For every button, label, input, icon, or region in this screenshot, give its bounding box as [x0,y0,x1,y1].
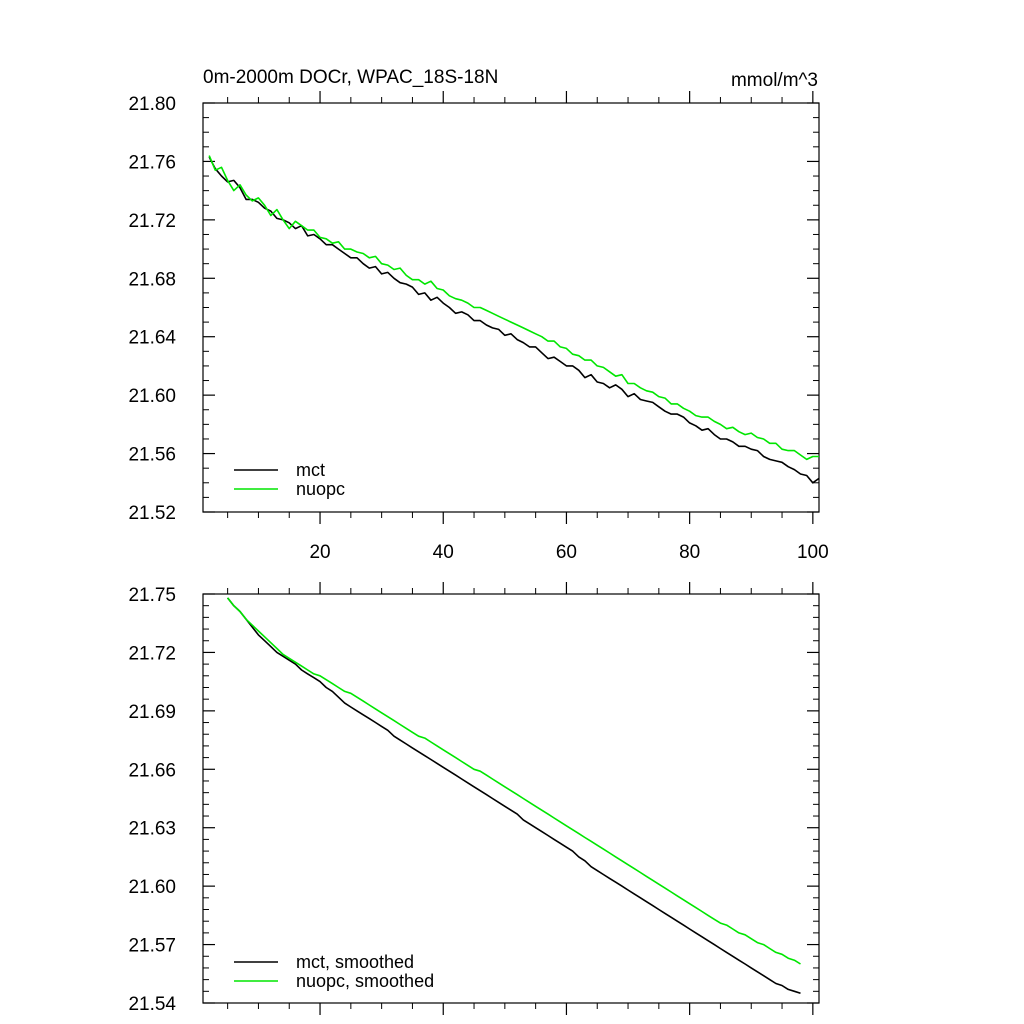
y-tick-label: 21.80 [128,94,176,115]
plot-frame [202,593,820,1004]
y-tick-label: 21.66 [128,760,176,781]
plot-frame [202,102,820,513]
legend-label: nuopc [296,479,345,499]
y-tick-label: 21.75 [128,585,176,606]
y-tick-label: 21.72 [128,211,176,232]
y-tick-label: 21.76 [128,152,176,173]
x-tick-label: 60 [556,542,577,563]
y-tick-label: 21.63 [128,819,176,840]
y-tick-label: 21.60 [128,877,176,898]
series-line-mct-smoothed [226,597,801,995]
y-tick-label: 21.52 [128,503,176,524]
y-tick-label: 21.72 [128,643,176,664]
y-tick-label: 21.60 [128,386,176,407]
y-tick-label: 21.69 [128,702,176,723]
legend-label: mct [296,460,325,480]
chart-title: 0m-2000m DOCr, WPAC_18S-18N [203,67,498,88]
y-tick-label: 21.57 [128,936,176,957]
series-line-mct [208,156,820,484]
bottom-panel: 21.54 21.57 21.60 21.63 21.66 21.69 21.72 21.75… [128,582,820,1015]
top-panel: 20 40 60 80 100 21.52 21.56 21.60 21.64 21.68 21.7… [128,91,829,563]
y-tick-label: 21.54 [128,994,176,1015]
units-label: mmol/m^3 [731,70,818,91]
x-tick-label: 100 [797,542,829,563]
y-tick-label: 21.68 [128,269,176,290]
y-tick-label: 21.56 [128,445,176,466]
legend-label: mct, smoothed [296,952,414,972]
series-line-nuopc [208,155,819,461]
x-tick-label: 80 [679,542,700,563]
series-line-nuopc-smoothed [226,597,801,965]
x-tick-label: 20 [309,542,330,563]
x-tick-label: 40 [433,542,454,563]
y-tick-label: 21.64 [128,328,176,349]
legend-label: nuopc, smoothed [296,971,434,991]
